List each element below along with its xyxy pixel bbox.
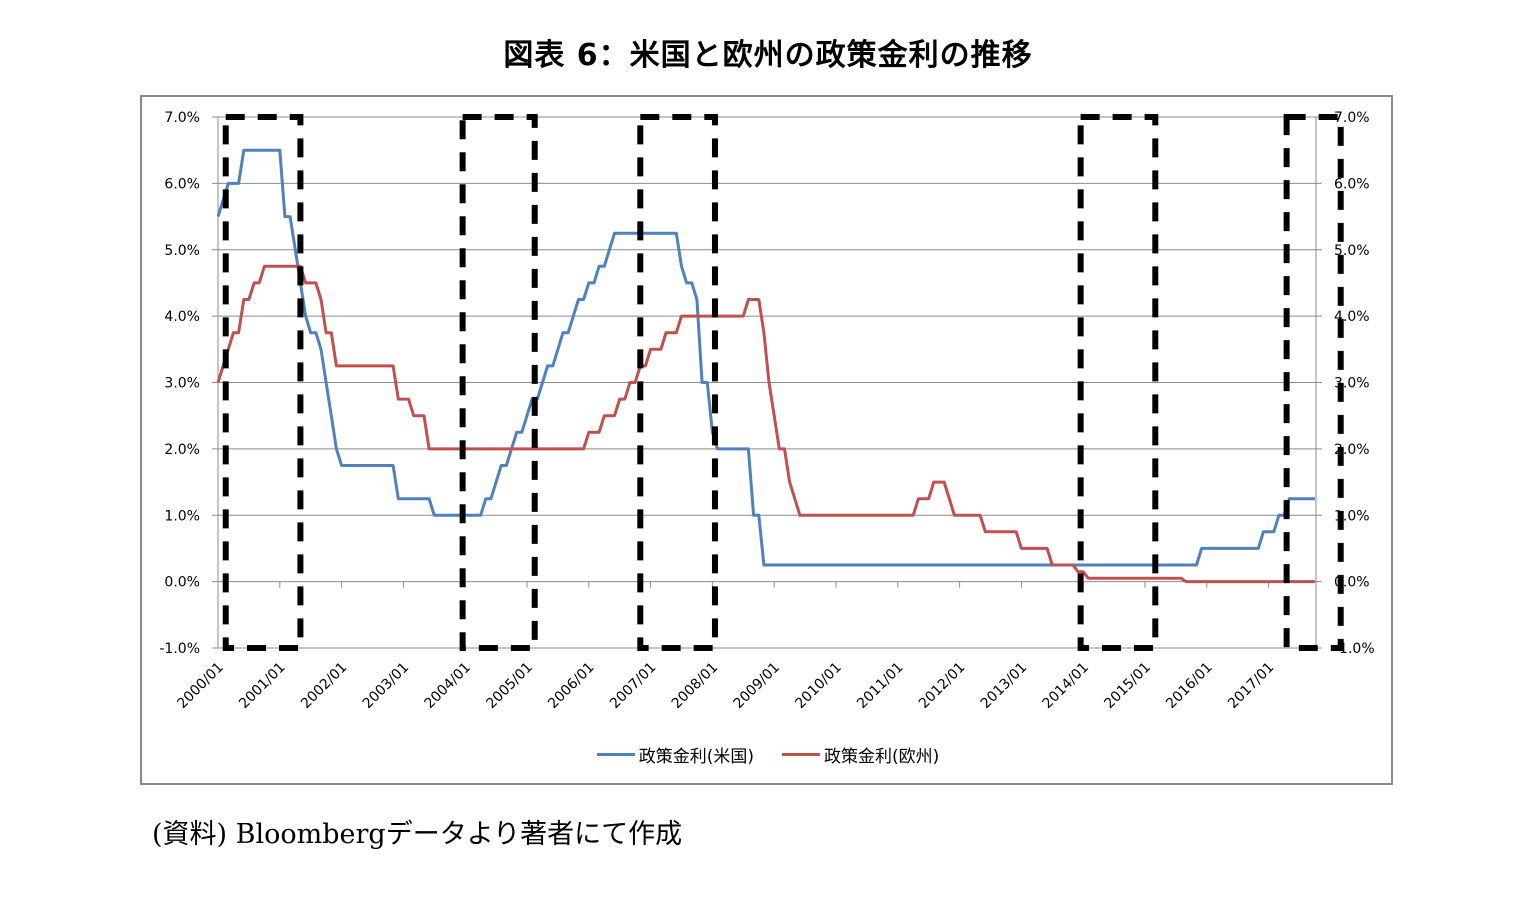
y-tick-label: 6.0% bbox=[164, 176, 200, 192]
series-lines bbox=[216, 148, 1315, 584]
y-tick-label: 0.0% bbox=[164, 575, 200, 591]
y-axis-left: 7.0% 6.0% 5.0% 4.0% 3.0% 2.0% 1.0% 0.0% -1.0% bbox=[159, 110, 200, 657]
highlight-box bbox=[459, 114, 538, 651]
y-tick-label: 3.0% bbox=[164, 376, 200, 392]
source-note: (資料) Bloombergデータより著者にて作成 bbox=[152, 819, 683, 850]
highlight-boxes bbox=[222, 114, 1344, 651]
legend-item-eu: 政策金利(欧州) bbox=[782, 742, 939, 767]
highlight-box bbox=[1283, 114, 1344, 651]
legend-swatch-eu bbox=[782, 753, 820, 756]
legend: 政策金利(米国) 政策金利(欧州) bbox=[0, 742, 1536, 767]
highlight-box bbox=[1077, 114, 1159, 651]
series-eu-line bbox=[216, 264, 1315, 584]
legend-swatch-us bbox=[596, 753, 635, 756]
legend-label-eu: 政策金利(欧州) bbox=[824, 747, 940, 767]
y-tick-label: 5.0% bbox=[164, 243, 200, 259]
y-tick-label: 2.0% bbox=[164, 442, 200, 458]
gridlines bbox=[212, 116, 1322, 649]
chart-title: 図表 6：米国と欧州の政策金利の推移 bbox=[503, 38, 1033, 73]
y2-tick-label: -1.0% bbox=[1334, 641, 1375, 657]
y-tick-label: -1.0% bbox=[159, 641, 200, 657]
chart-frame bbox=[140, 95, 1393, 785]
y2-tick-label: 5.0% bbox=[1334, 243, 1370, 259]
y2-tick-label: 6.0% bbox=[1334, 176, 1370, 192]
y2-tick-label: 7.0% bbox=[1334, 110, 1370, 126]
series-us-line bbox=[216, 148, 1315, 567]
y-tick-label: 4.0% bbox=[164, 309, 200, 325]
y-tick-label: 7.0% bbox=[164, 110, 200, 126]
highlight-box bbox=[222, 114, 304, 651]
legend-item-us: 政策金利(米国) bbox=[596, 742, 754, 767]
y-tick-label: 1.0% bbox=[164, 508, 200, 524]
legend-label-us: 政策金利(米国) bbox=[638, 747, 754, 767]
highlight-box bbox=[637, 114, 718, 651]
